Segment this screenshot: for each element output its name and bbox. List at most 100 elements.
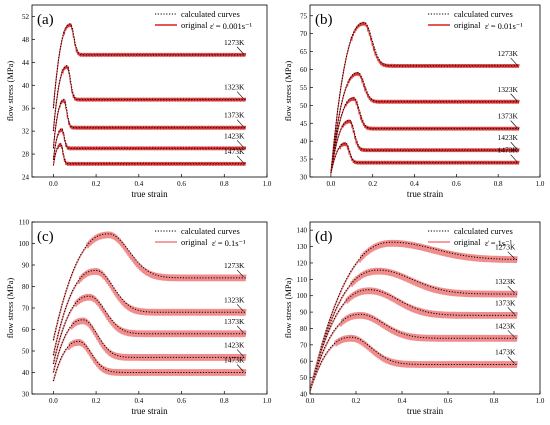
y-tick-label: 50	[300, 102, 308, 110]
y-tick-label: 70	[300, 341, 308, 349]
x-axis-label: true strain	[131, 406, 168, 416]
calculated-curve-1273K	[310, 241, 517, 391]
temperature-arrow	[510, 93, 518, 101]
x-tick-label: 0.6	[444, 397, 453, 405]
temperature-label: 1323K	[224, 295, 245, 304]
x-tick-label: 0.2	[92, 180, 101, 188]
y-tick-label: 35	[300, 156, 308, 164]
calculated-curve-1423K	[52, 128, 246, 160]
y-tick-label: 80	[22, 283, 30, 291]
y-tick-label: 28	[22, 151, 30, 159]
temperature-label: 1273K	[497, 49, 518, 58]
original-curve-1373K	[52, 293, 247, 365]
x-tick-label: 0.4	[410, 180, 419, 188]
y-axis-label: flow stress (MPa)	[5, 278, 15, 339]
x-axis-label: true strain	[131, 189, 168, 199]
original-curve-1373K	[52, 98, 247, 149]
calculated-curve-1273K	[330, 22, 520, 174]
y-axis-label: flow stress (MPa)	[5, 61, 15, 122]
x-axis-label: true strain	[407, 406, 444, 416]
x-tick-label: 1.0	[263, 180, 272, 188]
calculated-curve-1473K	[330, 142, 520, 174]
original-curve-1323K	[52, 268, 247, 356]
temperature-arrow	[236, 364, 244, 372]
plot-frame	[31, 221, 268, 395]
temperature-arrow	[236, 269, 244, 278]
panel-label: (a)	[37, 12, 54, 28]
y-tick-label: 32	[22, 128, 30, 136]
panel-label: (d)	[315, 229, 333, 245]
y-tick-label: 90	[300, 309, 308, 317]
original-curve-1473K	[330, 142, 520, 174]
temperature-label: 1373K	[224, 111, 245, 120]
y-tick-label: 40	[22, 82, 30, 90]
y-tick-label: 24	[22, 174, 30, 182]
x-tick-label: 0.4	[134, 180, 143, 188]
temperature-arrow	[510, 154, 518, 162]
temperature-arrow	[236, 304, 244, 312]
x-tick-label: 1.0	[536, 180, 545, 188]
temperature-label: 1473K	[497, 146, 518, 155]
temperature-arrow	[507, 356, 515, 364]
x-tick-label: 0.0	[49, 397, 58, 405]
y-tick-label: 44	[22, 59, 30, 67]
y-tick-label: 130	[297, 243, 308, 251]
x-tick-label: 0.2	[352, 397, 361, 405]
temperature-arrow	[236, 155, 244, 164]
y-tick-label: 100	[297, 292, 308, 300]
panel-label: (b)	[315, 12, 333, 28]
calculated-curve-1323K	[52, 269, 246, 356]
temperature-label: 1373K	[224, 317, 245, 326]
legend-original-label: original	[181, 20, 208, 30]
y-axis-label: flow stress (MPa)	[283, 61, 293, 122]
temperature-arrow	[510, 57, 518, 66]
y-tick-label: 70	[300, 30, 308, 38]
plot-frame	[309, 221, 541, 395]
calculated-curve-1423K	[310, 313, 517, 391]
panel-c: 0.0 0.2 0.4 0.6 0.8 1.0 30 40 50 60 70 80 90 100 110 12…	[5, 219, 272, 417]
original-curve-1473K	[310, 334, 518, 391]
x-tick-label: 0.0	[49, 180, 58, 188]
y-tick-label: 55	[300, 84, 308, 92]
x-tick-label: 0.6	[177, 180, 186, 188]
calculated-curve-1323K	[52, 65, 246, 132]
legend-calculated-label: calculated curves	[454, 9, 513, 19]
y-tick-label: 75	[300, 12, 308, 20]
y-tick-label: 60	[300, 358, 308, 366]
curves	[310, 239, 518, 391]
original-curve-1323K	[330, 71, 520, 174]
calculated-curve-1373K	[330, 97, 520, 174]
original-curve-1273K	[52, 231, 247, 341]
temperature-label: 1273K	[224, 261, 245, 270]
temperature-label: 1373K	[495, 298, 516, 307]
original-curve-1423K	[52, 317, 247, 373]
calculated-curve-1273K	[52, 233, 246, 341]
temperature-label: 1473K	[224, 147, 245, 156]
calculated-curve-1373K	[52, 99, 246, 149]
legend-calculated-label: calculated curves	[454, 226, 513, 236]
y-tick-label: 50	[300, 374, 308, 382]
temperature-label: 1323K	[495, 277, 516, 286]
temperature-label: 1423K	[224, 340, 245, 349]
calculated-curve-1323K	[310, 269, 517, 391]
original-curve-1323K	[310, 267, 518, 391]
calculated-curve-1473K	[52, 143, 246, 166]
y-tick-label: 70	[22, 305, 30, 313]
legend-calculated-label: calculated curves	[181, 226, 240, 236]
calculated-curve-1273K	[52, 23, 246, 109]
original-curve-1473K	[52, 142, 247, 166]
y-tick-label: 52	[22, 13, 30, 21]
x-axis-label: true strain	[407, 189, 444, 199]
temperature-arrow	[507, 330, 515, 338]
x-tick-label: 0.8	[220, 397, 229, 405]
strain-rate-label: ε̇ = 1s⁻¹	[485, 238, 513, 248]
original-curve-1273K	[52, 23, 247, 109]
y-tick-label: 36	[22, 105, 30, 113]
x-tick-label: 0.0	[306, 397, 315, 405]
calculated-curve-1373K	[52, 295, 246, 365]
temperature-arrow	[236, 46, 244, 55]
curves	[52, 23, 247, 166]
y-tick-label: 30	[22, 391, 30, 399]
original-curve-1273K	[330, 21, 520, 174]
temperature-arrow	[236, 91, 244, 99]
